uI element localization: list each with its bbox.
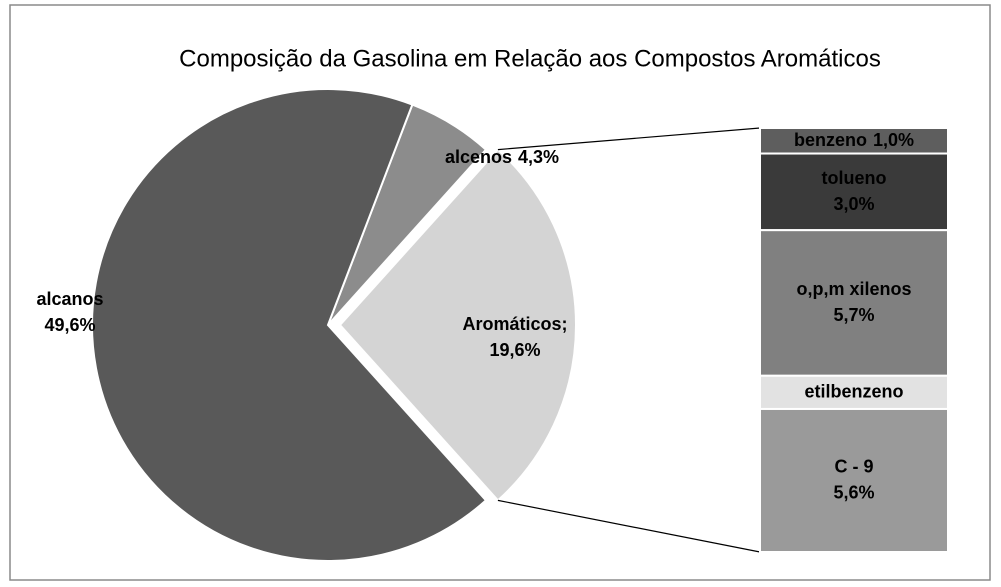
label-line: 49,6% — [44, 315, 95, 335]
pie-slice — [91, 88, 488, 562]
label-part: etilbenzeno — [804, 381, 903, 401]
label-part: C - 9 — [834, 456, 873, 476]
connector-line — [497, 127, 761, 151]
label-part: benzeno — [794, 130, 867, 150]
bar-segment — [759, 152, 949, 232]
label-line: Aromáticos; — [462, 314, 567, 334]
connector-line — [497, 499, 761, 553]
label-line: alcanos — [36, 289, 103, 309]
data-label: C - 9 5,6% — [833, 456, 874, 502]
data-label: tolueno 3,0% — [822, 168, 887, 214]
label-line: alcenos 4,3% — [445, 147, 559, 167]
label-line: tolueno — [822, 168, 887, 188]
label-line: 19,6% — [489, 340, 540, 360]
pie-slice — [338, 148, 577, 502]
label-part: 19,6% — [489, 340, 540, 360]
bar-segment — [759, 407, 949, 554]
label-part: alcanos — [36, 289, 103, 309]
label-part: 1,0% — [873, 130, 914, 150]
label-line: 3,0% — [833, 194, 874, 214]
data-label: Aromáticos; 19,6% — [462, 314, 567, 360]
label-part: 49,6% — [44, 315, 95, 335]
data-label: alcanos 49,6% — [36, 289, 103, 335]
label-part: Aromáticos; — [462, 314, 567, 334]
label-line: 5,7% — [833, 305, 874, 325]
label-line: benzeno 1,0% — [794, 130, 914, 150]
label-line: 5,6% — [833, 482, 874, 502]
bar-segment — [759, 127, 949, 155]
data-label: alcenos 4,3% — [445, 147, 559, 167]
bar-segment — [759, 229, 949, 377]
label-line: etilbenzeno — [804, 381, 903, 401]
label-line: o,p,m xilenos — [796, 279, 911, 299]
data-label: benzeno 1,0% — [794, 130, 914, 150]
label-part: 5,6% — [833, 482, 874, 502]
label-part: 3,0% — [833, 194, 874, 214]
chart-title: Composição da Gasolina em Relação aos Co… — [179, 45, 881, 72]
data-label: o,p,m xilenos 5,7% — [796, 279, 911, 325]
label-part: o,p,m xilenos — [796, 279, 911, 299]
label-part: 4,3% — [518, 147, 559, 167]
label-part: tolueno — [822, 168, 887, 188]
label-line: C - 9 — [834, 456, 873, 476]
label-part: alcenos — [445, 147, 512, 167]
label-part: 5,7% — [833, 305, 874, 325]
